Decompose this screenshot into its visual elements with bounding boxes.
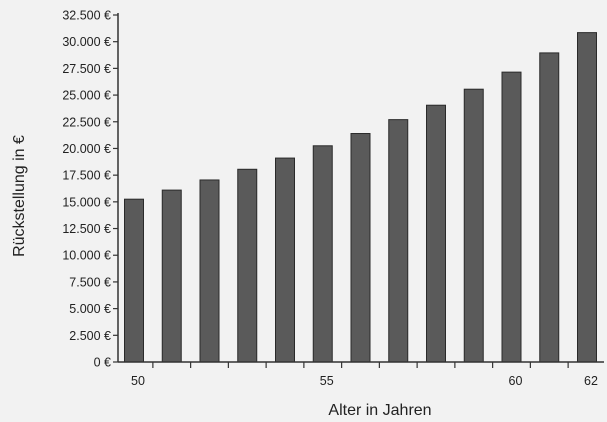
bar-54 (275, 157, 295, 363)
y-axis-title: Rückstellung in € (11, 135, 28, 257)
bar-59 (463, 88, 484, 363)
bar-62 (577, 32, 597, 363)
y-tick-label: 20.000 € (62, 142, 111, 156)
y-tick-label: 22.500 € (62, 115, 111, 129)
x-tick-label: 55 (320, 374, 334, 388)
y-tick-label: 5.000 € (69, 302, 111, 316)
x-ticks-group: 50 55 60 62 (131, 362, 598, 388)
bar-52 (199, 179, 220, 363)
bar-50 (124, 198, 144, 363)
bar-57 (388, 119, 409, 363)
bar-56 (350, 133, 371, 363)
bar-55 (312, 145, 333, 363)
y-tick-label: 2.500 € (69, 329, 111, 343)
y-ticks-group: 0 € 2.500 € 5.000 € 7.500 € 10.000 € 12.500 €… (62, 9, 118, 370)
x-tick-label: 60 (509, 374, 523, 388)
bar-53 (237, 168, 258, 363)
x-axis-title: Alter in Jahren (328, 402, 431, 419)
y-tick-label: 25.000 € (62, 89, 111, 103)
y-tick-label: 12.500 € (62, 222, 111, 236)
y-tick-label: 30.000 € (62, 35, 111, 49)
x-tick-label: 50 (131, 374, 145, 388)
bar-58 (426, 104, 446, 363)
axes-group (117, 13, 604, 363)
y-tick-label: 32.500 € (62, 9, 111, 23)
y-tick-label: 27.500 € (62, 62, 111, 76)
y-tick-label: 17.500 € (62, 169, 111, 183)
bars-group (124, 32, 597, 363)
y-tick-label: 7.500 € (69, 275, 111, 289)
bar-61 (539, 52, 560, 363)
x-tick-label: 62 (584, 374, 598, 388)
bar-51 (161, 189, 182, 363)
y-tick-label: 15.000 € (62, 195, 111, 209)
y-tick-label: 0 € (94, 356, 111, 370)
bar-60 (501, 71, 522, 363)
y-tick-label: 10.000 € (62, 249, 111, 263)
